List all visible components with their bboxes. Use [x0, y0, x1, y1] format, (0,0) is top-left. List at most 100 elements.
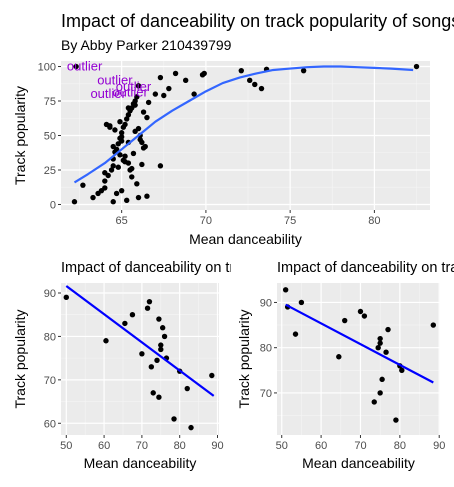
- chart1-point: [115, 164, 121, 170]
- chart3-point: [399, 367, 405, 374]
- chart1-point: [413, 63, 420, 70]
- chart2-point: [150, 390, 156, 396]
- chart1-point: [140, 145, 147, 151]
- chart1-point: [110, 199, 116, 205]
- chart3-y-axis-title: Track popularity: [236, 309, 252, 408]
- chart2-point: [63, 294, 69, 301]
- chart1-point: [117, 119, 123, 125]
- chart1-point: [107, 123, 113, 129]
- chart3-point: [292, 331, 299, 337]
- chart1-point: [145, 99, 152, 106]
- chart2-point: [122, 320, 128, 327]
- chart2-title: Impact of danceability on track populari…: [61, 260, 231, 276]
- chart2-point: [158, 346, 164, 353]
- chart1-annotation: outlier: [112, 85, 148, 100]
- chart1-point: [247, 77, 253, 84]
- chart1-subtitle: By Abby Parker 210439799: [61, 37, 232, 53]
- chart1-xtick-label: 70: [200, 215, 212, 227]
- chart3-point: [357, 308, 364, 315]
- chart1-point: [102, 170, 108, 176]
- chart1-point: [300, 67, 307, 74]
- chart1-ytick-label: 100: [38, 62, 56, 74]
- chart1-point: [113, 190, 120, 197]
- chart2-point: [144, 305, 151, 311]
- chart3: 50 60 70 80 90 70 80 90 Mean danceability Track p…: [236, 283, 445, 471]
- chart2-plot-area: [63, 285, 215, 431]
- chart1-point: [135, 194, 142, 201]
- chart3-title: Impact of danceability on track populari…: [277, 260, 454, 276]
- chart1-ytick-label: 75: [44, 96, 56, 108]
- chart2-panel: [61, 283, 219, 435]
- chart1-x-axis-title: Mean danceability: [189, 231, 302, 247]
- chart1-point: [144, 193, 150, 199]
- chart3-point: [430, 322, 437, 328]
- chart1-point: [137, 136, 143, 143]
- chart3-xtick-label: 90: [433, 440, 445, 452]
- chart1-point: [144, 114, 150, 121]
- chart1-point: [132, 128, 138, 135]
- chart1-point: [102, 178, 108, 184]
- chart1-point: [182, 77, 189, 84]
- chart1-point: [191, 91, 197, 97]
- chart1-point: [157, 74, 164, 81]
- chart1-annotation: outlier: [116, 79, 152, 94]
- chart3-point: [385, 326, 391, 333]
- chart2-point: [156, 316, 162, 322]
- chart3-xtick-label: 70: [354, 440, 366, 452]
- chart2-xtick-label: 90: [211, 440, 223, 452]
- chart1-point: [110, 163, 116, 169]
- chart1-point: [161, 92, 167, 99]
- chart1-point: [201, 70, 207, 77]
- chart1-title: Impact of danceability on track populari…: [61, 11, 454, 31]
- chart2-point: [184, 385, 190, 392]
- chart2-x-axis-title: Mean danceability: [84, 455, 197, 471]
- chart1-point: [118, 138, 125, 144]
- chart2-ytick-label: 60: [44, 418, 56, 430]
- chart2-xtick-label: 60: [98, 440, 110, 452]
- chart2-xtick-label: 80: [174, 440, 186, 452]
- chart3-point: [361, 313, 368, 319]
- chart1-point: [71, 199, 78, 205]
- chart1-point: [135, 83, 142, 89]
- chart3-point: [377, 340, 383, 346]
- chart3-point: [377, 335, 383, 342]
- chart2-point: [158, 342, 164, 348]
- chart3-point: [371, 399, 377, 405]
- chart3-x-axis-title: Mean danceability: [302, 455, 415, 471]
- chart1-point: [140, 109, 147, 115]
- chart1-point: [238, 67, 244, 74]
- chart1-point: [108, 167, 115, 173]
- chart3-point: [375, 344, 381, 351]
- chart2-point: [129, 312, 136, 318]
- chart1-point: [258, 85, 265, 92]
- chart2-point: [209, 372, 215, 379]
- chart3-plot-area: [282, 287, 437, 423]
- chart3-xtick-label: 50: [276, 440, 288, 452]
- chart1-point: [102, 185, 108, 191]
- chart1-point: [129, 174, 135, 180]
- chart3-point: [298, 299, 305, 306]
- chart1-annotation: outlier: [97, 72, 133, 87]
- chart1-point: [130, 150, 137, 157]
- chart1-ytick-label: 0: [50, 199, 56, 211]
- chart3-xtick-label: 80: [394, 440, 406, 452]
- chart1-point: [172, 70, 179, 77]
- chart1-xtick-label: 75: [284, 215, 296, 227]
- chart2-xtick-label: 70: [136, 440, 148, 452]
- chart2: 50 60 70 80 90 60 70 80 90 Mean danceability Track…: [12, 283, 224, 471]
- chart1-point: [134, 181, 140, 187]
- chart2-ytick-label: 80: [44, 331, 56, 343]
- chart2-point: [156, 394, 162, 400]
- chart1-y-axis-title: Track popularity: [12, 86, 28, 185]
- chart1-ytick-label: 25: [44, 165, 56, 177]
- chart1-point: [252, 81, 258, 88]
- chart3-ytick-label: 70: [260, 388, 272, 400]
- chart1-point: [125, 105, 132, 111]
- chart2-point: [171, 416, 177, 422]
- chart1-point: [152, 91, 159, 97]
- chart1-point: [90, 194, 96, 201]
- chart1-point: [122, 153, 128, 159]
- chart1-point: [125, 112, 132, 118]
